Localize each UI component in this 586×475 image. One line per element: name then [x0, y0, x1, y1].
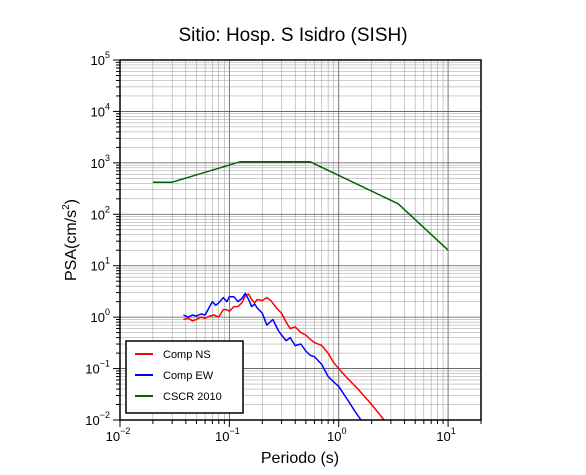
- x-tick-label: 100: [327, 426, 346, 444]
- x-tick-label: 10−2: [106, 426, 131, 444]
- y-tick-label: 104: [91, 101, 110, 119]
- series-layer: [152, 161, 449, 420]
- x-tick-label: 101: [436, 426, 455, 444]
- legend-label: CSCR 2010: [163, 391, 222, 403]
- y-axis-label: PSA(cm/s2): [61, 199, 80, 281]
- y-tick-label: 105: [91, 50, 110, 68]
- y-tick-label: 103: [91, 153, 110, 171]
- y-axis-label-sup: 2: [61, 204, 72, 210]
- x-tick-label: 10−1: [215, 426, 240, 444]
- legend-label: Comp EW: [163, 370, 214, 382]
- chart-title: Sitio: Hosp. S Isidro (SISH): [178, 25, 407, 46]
- plot-frame: [119, 59, 482, 421]
- tick-labels: 10−2 10−1 100 101 10−2 10−1 100 101 102 103 104 105: [85, 50, 456, 444]
- grid: [119, 59, 482, 421]
- y-axis-label-close: ): [63, 199, 80, 204]
- series-line-0: [183, 293, 385, 420]
- x-axis-label: Periodo (s): [261, 450, 339, 467]
- series-line-2: [152, 161, 449, 251]
- series-line-1: [183, 292, 362, 420]
- y-tick-label: 10−2: [85, 410, 110, 428]
- legend-label: Comp NS: [163, 349, 211, 361]
- y-tick-label: 101: [91, 256, 110, 274]
- ticks: [113, 59, 482, 427]
- y-tick-label: 102: [91, 204, 110, 222]
- y-tick-label: 10−1: [85, 359, 110, 377]
- legend: Comp NS Comp EW CSCR 2010: [125, 340, 244, 414]
- svg-text:PSA(cm/s2): PSA(cm/s2): [61, 199, 80, 281]
- y-axis-label-base: PSA(cm/s: [63, 210, 80, 281]
- y-tick-label: 100: [91, 307, 110, 325]
